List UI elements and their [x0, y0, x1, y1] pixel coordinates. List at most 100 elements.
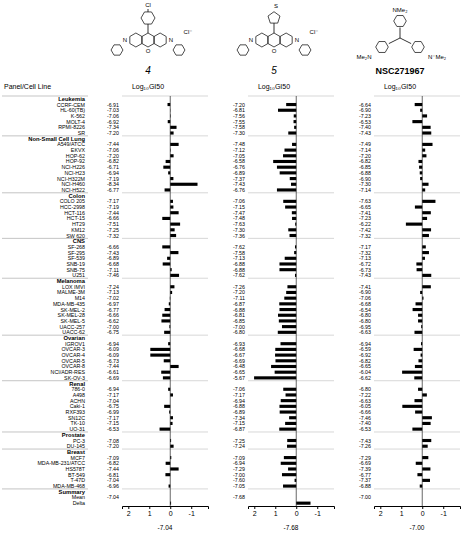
structure-atom: Cl: [145, 2, 151, 8]
bar: [415, 410, 422, 413]
bar: [254, 376, 296, 379]
value-label: -6.69: [107, 375, 119, 381]
panel-rule: [374, 238, 460, 239]
bar: [295, 479, 297, 482]
compound-label: 5: [271, 65, 277, 76]
tick-label: 1: [400, 510, 404, 517]
bar: [170, 183, 197, 186]
bar: [284, 456, 296, 459]
bar: [277, 188, 296, 191]
bar: [166, 462, 171, 465]
bar: [420, 109, 422, 112]
tick-label: 0: [169, 510, 173, 517]
bar: [286, 393, 297, 396]
bar: [275, 348, 296, 351]
structure-bond: [154, 33, 166, 47]
bar: [422, 285, 431, 288]
tick: 2: [379, 506, 383, 517]
bar: [170, 109, 171, 112]
bar: [170, 211, 178, 214]
value-label: -7.24: [233, 443, 245, 449]
bar: [412, 120, 422, 123]
value-label: -7.68: [233, 494, 245, 500]
zero-line: [170, 96, 171, 506]
bar: [417, 268, 423, 271]
structure-bond: [299, 45, 311, 55]
panel-rule: [374, 96, 460, 97]
mean-label: -7.04: [158, 524, 173, 531]
bar: [169, 325, 171, 328]
mean-label: -7.00: [410, 524, 425, 531]
structure-atom: N: [123, 37, 127, 43]
panel-rule: [374, 278, 460, 279]
bar: [170, 234, 176, 237]
structure-atom: N: [169, 37, 173, 43]
structure-bond: [376, 42, 389, 53]
bar: [418, 314, 422, 317]
bar: [422, 456, 428, 459]
structure-bond: [256, 33, 268, 47]
bar: [295, 245, 296, 248]
bar: [285, 205, 296, 208]
bar: [422, 143, 432, 146]
bar: [292, 217, 296, 220]
tick-label: 2: [127, 510, 131, 517]
bars: [150, 96, 197, 506]
bar: [420, 291, 422, 294]
x-axis: 210-1: [375, 506, 461, 517]
panel-rule: [248, 192, 334, 193]
value-label: -7.36: [233, 233, 245, 239]
panel: Log₁₀GI50-7.20-6.81-7.56-7.55-7.58-7.30-…: [233, 65, 335, 531]
bar: [292, 143, 296, 146]
bar: [422, 154, 426, 157]
row-label: Delta: [73, 500, 85, 506]
bar: [285, 257, 297, 260]
bar: [422, 200, 435, 203]
panel-rule: [374, 135, 460, 136]
bar: [287, 445, 296, 448]
bar: [421, 342, 422, 345]
tick-mark: [380, 506, 381, 509]
bar: [422, 245, 426, 248]
structure-bond: [280, 33, 292, 47]
structure-atom: Cl⁻: [310, 29, 319, 35]
bar: [168, 103, 171, 106]
bar: [170, 291, 172, 294]
bar: [294, 251, 296, 254]
bar: [416, 302, 423, 305]
bar: [406, 223, 422, 226]
bar: [287, 439, 296, 442]
bar: [170, 149, 171, 152]
bar: [170, 143, 178, 146]
structure-bond: [148, 24, 149, 33]
bar: [169, 297, 170, 300]
axis-domain: [375, 507, 461, 510]
bar: [162, 217, 170, 220]
bar: [416, 262, 422, 265]
x-axis: 2 1 0 -1: [123, 506, 209, 517]
value-label: -7.04: [107, 494, 119, 500]
tick: 1: [148, 506, 152, 517]
tick-mark: [422, 506, 423, 509]
panel-rule: [248, 238, 334, 239]
bar: [414, 399, 422, 402]
value-label: -7.20: [107, 443, 119, 449]
bar: [165, 473, 170, 476]
bar: [168, 120, 171, 123]
bar: [279, 405, 296, 408]
value-label: -6.96: [107, 483, 119, 489]
bar: [422, 217, 427, 220]
value-label: -7.30: [233, 130, 245, 136]
bar: [288, 228, 296, 231]
bar: [285, 422, 296, 425]
structure-bond: [148, 9, 149, 12]
tick: -1: [189, 506, 195, 517]
column-header: Log₁₀GI50: [132, 83, 164, 91]
tick-mark: [149, 506, 150, 509]
bar: [164, 405, 170, 408]
tick-label: -1: [441, 510, 447, 517]
tick-label: -1: [189, 510, 195, 517]
label-column: LeukemiaCCRF-CEMHL-60(TB)K-562MOLT-4RPMI…: [2, 96, 88, 506]
bar: [418, 388, 422, 391]
bar: [286, 291, 296, 294]
